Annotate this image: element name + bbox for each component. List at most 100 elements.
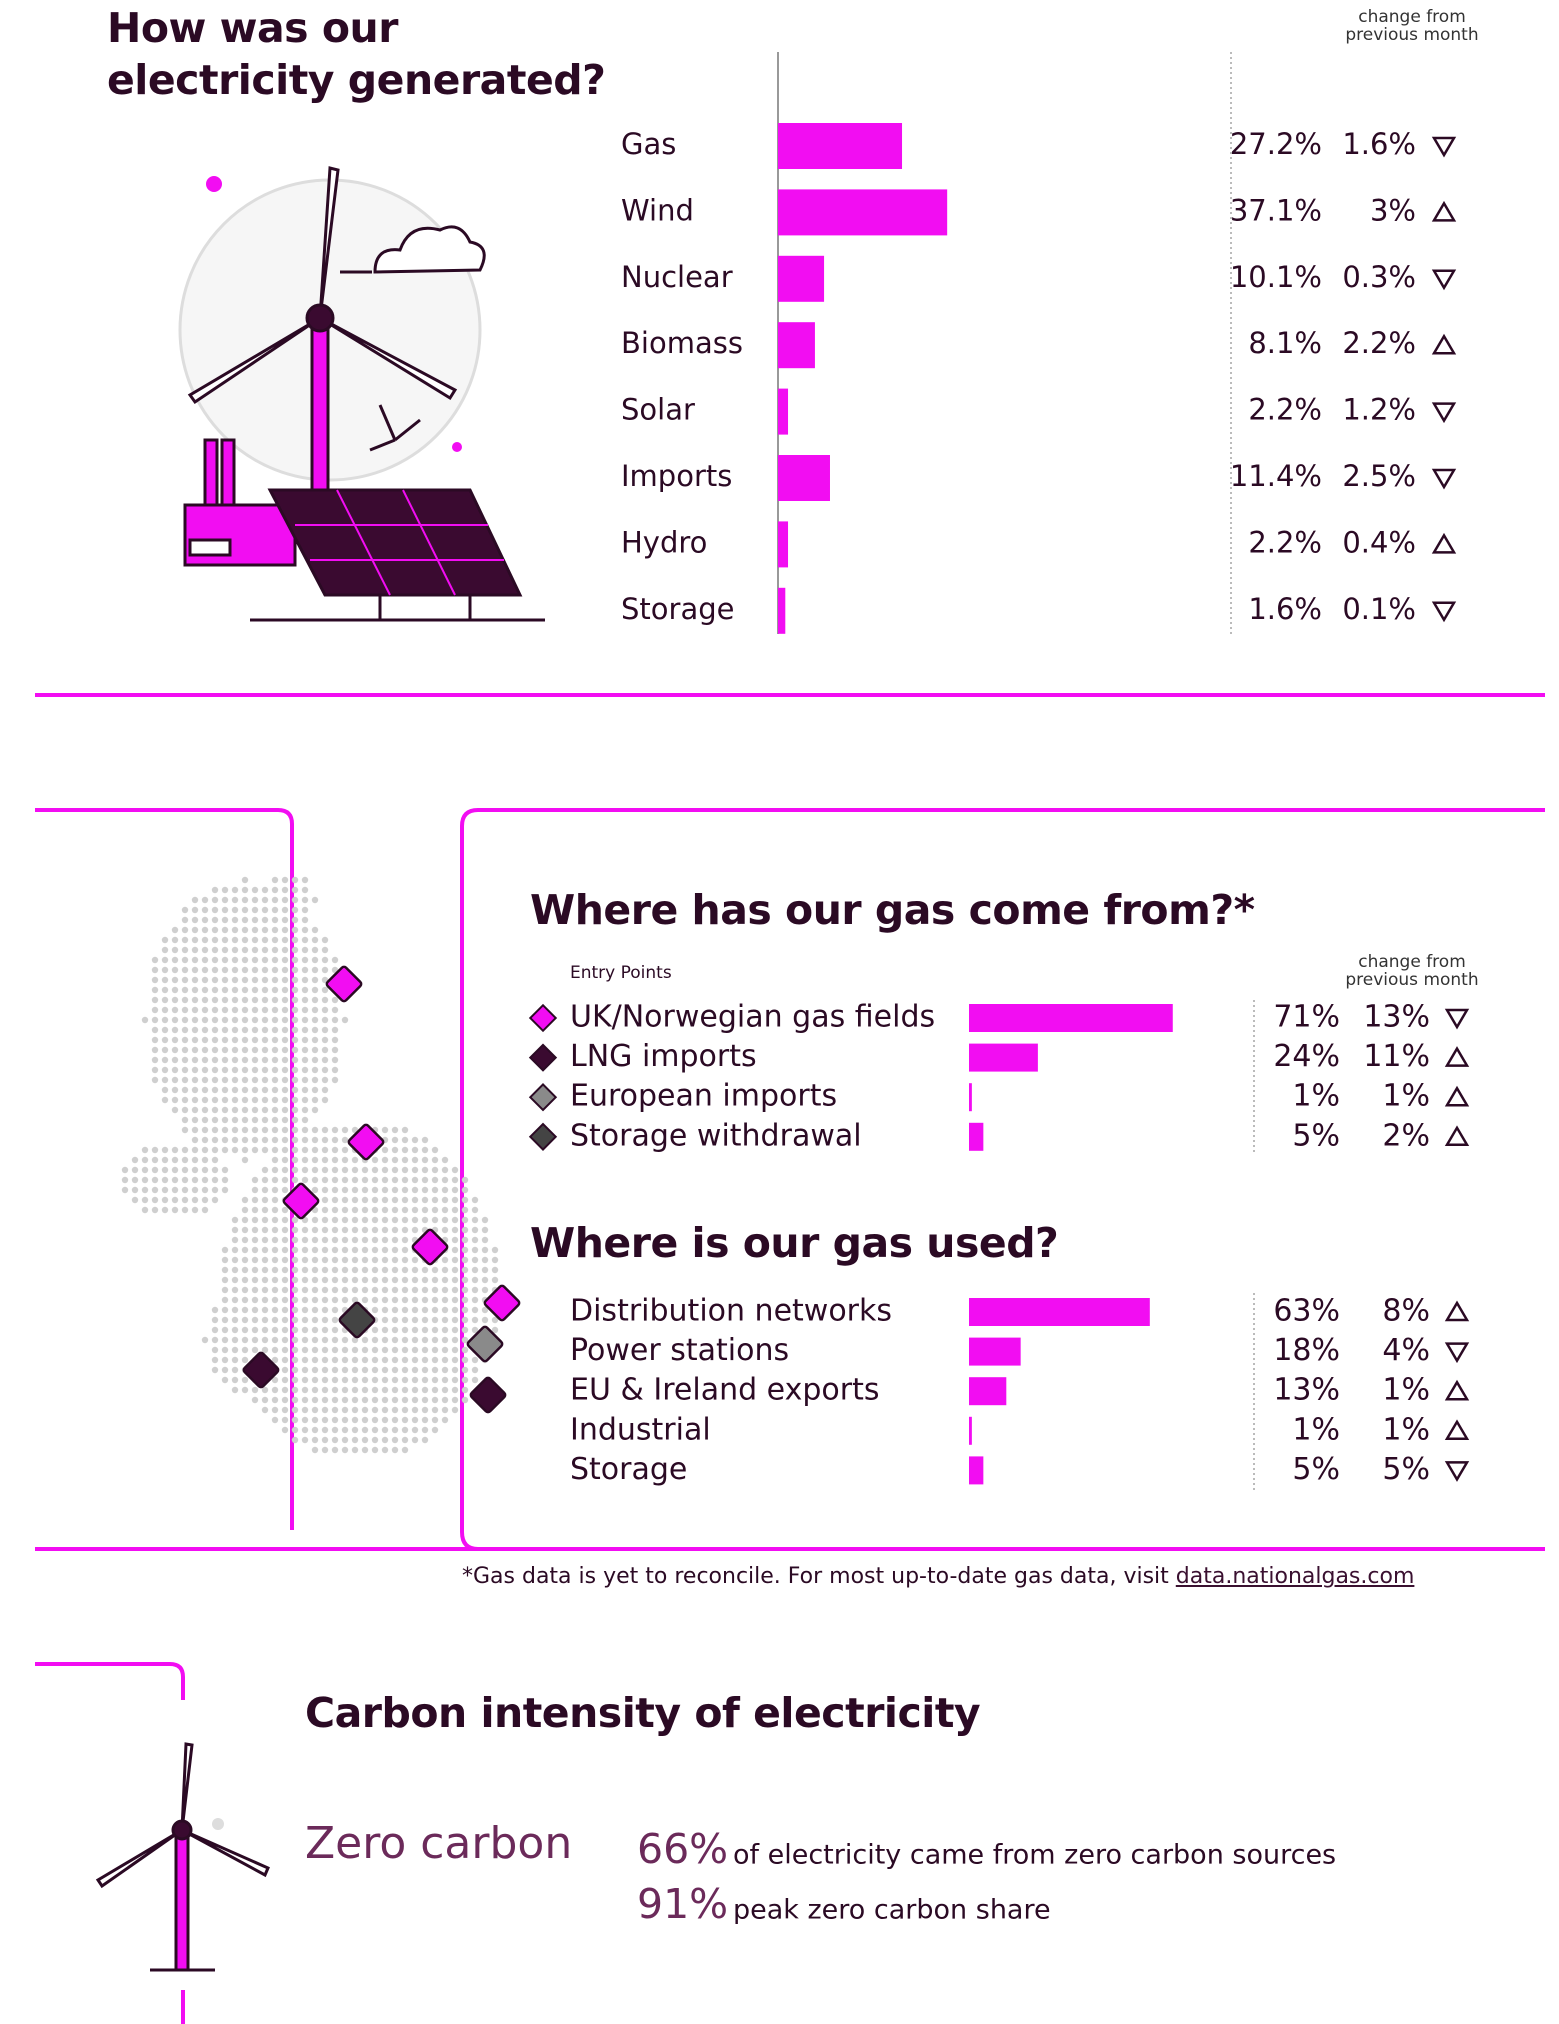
map-dot (211, 956, 219, 964)
map-dot (281, 1276, 289, 1284)
map-dot (281, 876, 289, 884)
map-dot (261, 1136, 269, 1144)
category-label: Gas (621, 127, 676, 161)
map-dot (381, 1366, 389, 1374)
map-dot (241, 1106, 249, 1114)
map-dot (391, 1396, 399, 1404)
map-dot (301, 1226, 309, 1234)
map-dot (421, 1436, 429, 1444)
map-dot (301, 936, 309, 944)
map-dot (311, 1166, 319, 1174)
map-dot (451, 1376, 459, 1384)
map-dot (421, 1306, 429, 1314)
map-dot (161, 1056, 169, 1064)
map-dot (221, 1086, 229, 1094)
map-dot (311, 1436, 319, 1444)
map-dot (401, 1386, 409, 1394)
map-dot (171, 1016, 179, 1024)
map-dot (321, 1326, 329, 1334)
map-dot (301, 1026, 309, 1034)
map-dot (241, 1226, 249, 1234)
map-dot (311, 1306, 319, 1314)
map-dot (301, 1266, 309, 1274)
map-dot (181, 1056, 189, 1064)
map-dot (271, 926, 279, 934)
change-arrow (1431, 333, 1457, 355)
bar (778, 189, 948, 236)
map-dot (281, 956, 289, 964)
map-dot (251, 1176, 259, 1184)
map-dot (211, 1106, 219, 1114)
map-dot (361, 1356, 369, 1364)
map-dot (361, 1436, 369, 1444)
map-dot (461, 1366, 469, 1374)
map-dot (381, 1266, 389, 1274)
footnote-link[interactable]: data.nationalgas.com (1175, 1564, 1415, 1589)
map-dot (451, 1246, 459, 1254)
map-dot (451, 1306, 459, 1314)
change-label: 2.5% (1342, 459, 1416, 493)
map-dot (491, 1276, 499, 1284)
map-dot (251, 1046, 259, 1054)
map-dot (161, 1156, 169, 1164)
map-dot (331, 1066, 339, 1074)
map-dot (281, 1056, 289, 1064)
map-dot (261, 1276, 269, 1284)
map-dot (411, 1326, 419, 1334)
map-dot (171, 1006, 179, 1014)
map-marker (347, 1123, 385, 1161)
map-dot (151, 986, 159, 994)
map-dot (321, 956, 329, 964)
map-dot (351, 1336, 359, 1344)
map-dot (381, 1246, 389, 1254)
map-dot (401, 1396, 409, 1404)
map-dot (321, 1436, 329, 1444)
map-dot (451, 1166, 459, 1174)
map-dot (431, 1326, 439, 1334)
map-dot (271, 1136, 279, 1144)
map-dot (391, 1136, 399, 1144)
map-dot (251, 946, 259, 954)
map-dot (231, 946, 239, 954)
map-dot (221, 1346, 229, 1354)
map-dot (451, 1236, 459, 1244)
map-dot (471, 1196, 479, 1204)
map-dot (281, 936, 289, 944)
map-dot (461, 1266, 469, 1274)
map-dot (261, 1026, 269, 1034)
map-dot (301, 1056, 309, 1064)
map-dot (161, 1006, 169, 1014)
map-dot (241, 1066, 249, 1074)
map-dot (251, 1346, 259, 1354)
map-dot (191, 1146, 199, 1154)
map-dot (271, 1316, 279, 1324)
map-dot (461, 1186, 469, 1194)
map-dot (321, 1206, 329, 1214)
map-dot (291, 1046, 299, 1054)
change-arrow (1444, 1461, 1470, 1482)
map-dot (281, 1016, 289, 1024)
map-dot (261, 1016, 269, 1024)
map-dot (331, 1056, 339, 1064)
map-dot (191, 1066, 199, 1074)
map-dot (231, 1326, 239, 1334)
map-dot (261, 1406, 269, 1414)
map-dot (191, 946, 199, 954)
map-dot (311, 1376, 319, 1384)
map-dot (251, 1256, 259, 1264)
map-dot (271, 1186, 279, 1194)
map-dot (431, 1396, 439, 1404)
map-dot (231, 1236, 239, 1244)
map-dot (171, 1026, 179, 1034)
map-dot (411, 1336, 419, 1344)
map-dot (451, 1396, 459, 1404)
map-dot (281, 1306, 289, 1314)
map-dot (431, 1406, 439, 1414)
map-dot (461, 1396, 469, 1404)
map-dot (251, 1236, 259, 1244)
map-dot (261, 926, 269, 934)
map-dot (261, 1326, 269, 1334)
map-dot (241, 1286, 249, 1294)
map-dot (321, 1316, 329, 1324)
map-dot (431, 1386, 439, 1394)
